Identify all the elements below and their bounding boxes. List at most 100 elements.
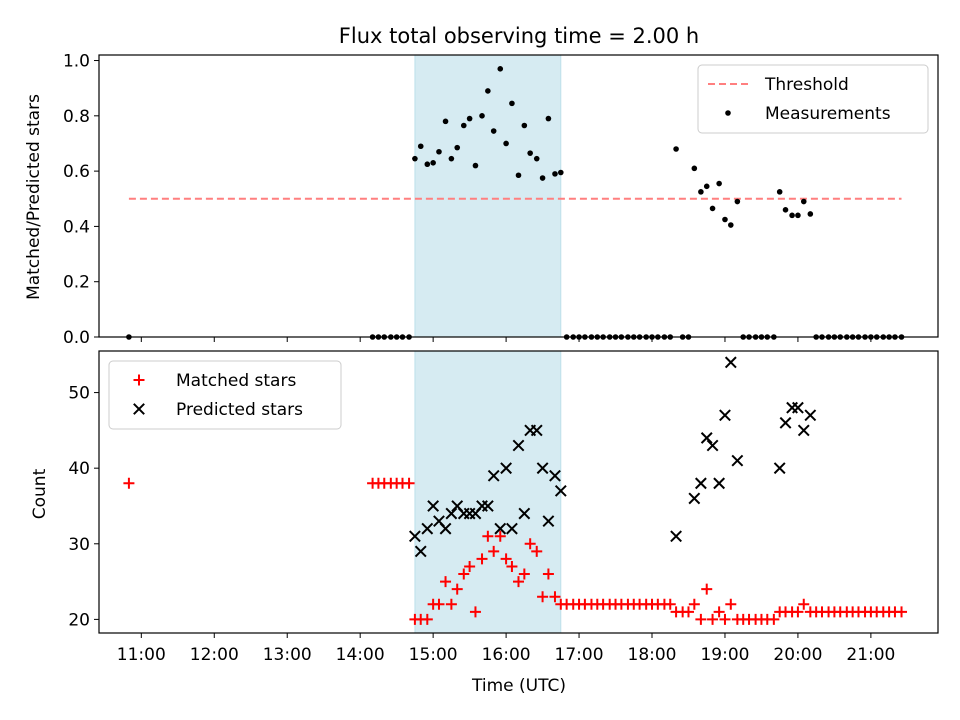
data-point xyxy=(782,207,789,213)
data-point xyxy=(488,545,500,557)
data-point xyxy=(716,180,722,187)
data-point xyxy=(412,155,418,162)
y-tick-label: 0.6 xyxy=(63,162,90,182)
data-point xyxy=(731,454,744,467)
observing-span xyxy=(414,350,562,634)
x-tick-label: 14:00 xyxy=(336,645,385,665)
data-point xyxy=(695,613,707,625)
data-point xyxy=(448,155,455,162)
data-point xyxy=(497,66,504,72)
x-tick-label: 12:00 xyxy=(190,645,239,665)
count-panel: 20 30 40 50 11:00 12:00 13:00 14:00 15:00 16:00 17… xyxy=(68,350,939,665)
data-point xyxy=(768,613,780,625)
data-point xyxy=(709,205,716,212)
data-point xyxy=(503,140,509,147)
data-point xyxy=(490,128,497,134)
data-point xyxy=(533,155,540,162)
data-point xyxy=(527,150,533,156)
data-point xyxy=(458,568,470,580)
data-point xyxy=(454,144,461,151)
data-point xyxy=(408,530,421,543)
data-point xyxy=(421,522,434,535)
data-point xyxy=(706,439,719,452)
data-point xyxy=(698,189,704,195)
data-point xyxy=(464,560,476,572)
data-point xyxy=(691,165,698,172)
data-point xyxy=(500,462,513,475)
data-point xyxy=(682,606,694,618)
legend-marker xyxy=(133,374,145,386)
data-point xyxy=(531,545,543,557)
data-point xyxy=(403,477,415,489)
x-tick-label: 18:00 xyxy=(628,645,677,665)
data-point xyxy=(494,522,507,535)
x-tick-label: 17:00 xyxy=(555,645,604,665)
series-predicted-stars xyxy=(408,356,817,558)
data-point xyxy=(558,169,564,176)
y-tick-label: 0.2 xyxy=(63,273,90,293)
x-tick-label: 19:00 xyxy=(700,645,749,665)
data-point xyxy=(728,222,734,228)
axes-frame xyxy=(98,54,939,338)
y-tick-label: 0.8 xyxy=(63,107,90,127)
y-tick-label: 40 xyxy=(68,459,90,479)
y-axis-label-top: Matched/Predicted stars xyxy=(24,94,44,300)
data-point xyxy=(792,401,804,414)
data-point xyxy=(515,172,522,179)
data-point xyxy=(800,198,807,205)
data-point xyxy=(896,606,908,618)
data-point xyxy=(795,212,801,219)
data-point xyxy=(554,484,567,497)
legend-label: Threshold xyxy=(764,75,849,95)
data-point xyxy=(500,553,512,565)
x-tick-label: 21:00 xyxy=(846,645,895,665)
legend: Matched stars Predicted stars xyxy=(108,360,342,430)
series-measurements xyxy=(126,66,905,340)
data-point xyxy=(807,211,814,217)
x-tick-label: 20:00 xyxy=(773,645,822,665)
data-point xyxy=(673,146,679,152)
legend-label: Predicted stars xyxy=(176,400,303,420)
data-point xyxy=(521,122,528,129)
data-point xyxy=(789,212,795,219)
data-point xyxy=(506,560,518,572)
data-point xyxy=(797,424,810,437)
data-point xyxy=(424,161,431,168)
data-point xyxy=(707,613,719,625)
data-point xyxy=(466,115,473,122)
legend-label: Measurements xyxy=(765,104,891,124)
data-point xyxy=(537,591,549,603)
legend-label: Matched stars xyxy=(176,371,296,391)
legend: Threshold Measurements xyxy=(697,64,929,134)
data-point xyxy=(688,598,700,610)
data-point xyxy=(451,583,463,595)
data-point xyxy=(123,477,135,489)
data-point xyxy=(436,148,442,155)
data-point xyxy=(421,613,433,625)
data-point xyxy=(713,606,725,618)
data-point xyxy=(804,409,817,422)
data-point xyxy=(549,591,561,603)
data-point xyxy=(433,598,445,610)
data-point xyxy=(773,462,786,475)
data-point xyxy=(494,530,506,542)
y-tick-label: 30 xyxy=(68,535,90,555)
data-point xyxy=(469,606,481,618)
data-point xyxy=(472,162,479,169)
data-point xyxy=(701,583,713,595)
y-tick-label: 0.0 xyxy=(63,328,90,348)
data-point xyxy=(430,160,436,166)
data-point xyxy=(513,576,524,588)
series-matched-stars xyxy=(123,477,908,625)
data-point xyxy=(700,432,713,444)
data-point xyxy=(792,606,804,618)
data-point xyxy=(445,598,457,610)
data-point xyxy=(798,598,810,610)
data-point xyxy=(542,515,555,528)
data-point xyxy=(734,198,741,205)
data-point xyxy=(664,598,676,610)
data-point xyxy=(703,183,710,190)
data-point xyxy=(530,424,543,437)
data-point xyxy=(414,545,427,558)
